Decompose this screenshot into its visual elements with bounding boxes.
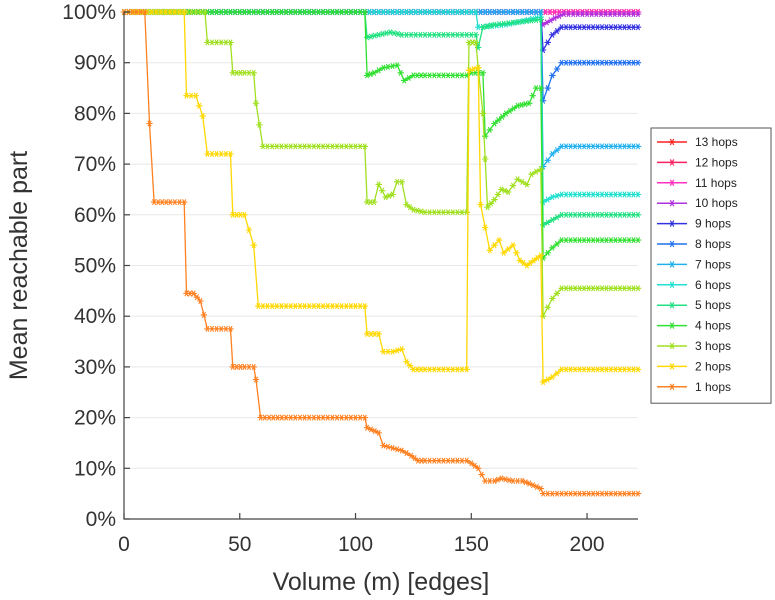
legend-label: 9 hops (695, 217, 731, 231)
legend-label: 13 hops (695, 135, 738, 149)
legend-item: 13 hops (657, 135, 738, 149)
legend-marker (668, 159, 676, 166)
legend-marker (668, 342, 676, 350)
legend-label: 1 hops (695, 380, 731, 394)
series-8-hops (120, 8, 642, 104)
series-markers (120, 8, 642, 497)
legend-item: 8 hops (657, 237, 731, 251)
x-axis-title: Volume (m) [edges] (273, 568, 490, 596)
y-tick-label: 10% (74, 457, 116, 480)
y-tick-label: 80% (74, 102, 116, 125)
legend-marker (668, 363, 676, 370)
x-tick-label: 0 (118, 533, 130, 556)
series-line (124, 11, 638, 204)
y-tick-label: 100% (62, 1, 116, 24)
x-tick-label: 100 (338, 533, 373, 556)
legend-marker (668, 261, 676, 268)
legend-label: 11 hops (695, 176, 737, 190)
legend-item: 9 hops (657, 217, 731, 231)
legend-marker (668, 240, 676, 248)
legend-marker (668, 179, 676, 187)
legend-item: 6 hops (657, 278, 731, 292)
legend-label: 3 hops (695, 339, 731, 353)
legend-item: 12 hops (657, 155, 738, 169)
series-7-hops (120, 8, 642, 170)
y-tick-label: 60% (74, 204, 116, 227)
series-line (124, 11, 638, 495)
y-tick-label: 70% (74, 153, 116, 176)
legend-label: 2 hops (695, 359, 731, 373)
x-tick-label: 200 (570, 533, 605, 556)
legend-marker (668, 281, 676, 289)
legend-marker (668, 220, 676, 227)
legend-marker (668, 322, 676, 329)
legend-label: 8 hops (695, 237, 731, 251)
legend-marker (668, 138, 676, 146)
legend-label: 6 hops (695, 278, 731, 292)
legend-item: 1 hops (657, 380, 731, 394)
legend-marker (668, 383, 676, 391)
plot-area (120, 8, 642, 497)
series-markers (120, 8, 642, 170)
legend-marker (668, 301, 676, 309)
y-tick-label: 50% (74, 255, 116, 278)
series-1-hops (120, 8, 642, 497)
axis-frame (123, 12, 638, 520)
gridlines (124, 11, 638, 520)
legend-item: 10 hops (657, 196, 738, 210)
legend-marker (668, 199, 676, 207)
legend-label: 12 hops (695, 155, 738, 169)
series-line (124, 11, 638, 260)
legend-item: 3 hops (657, 339, 731, 353)
legend-label: 7 hops (695, 257, 731, 271)
series-4-hops (120, 8, 642, 261)
legend-item: 4 hops (657, 319, 731, 333)
axes: 0% 10% 20% 30% 40% 50% 60% 70% 80% 90% 100% 0 50 100 1… (62, 1, 638, 556)
series-line (124, 11, 638, 53)
legend-item: 2 hops (657, 359, 731, 373)
legend-item: 11 hops (657, 176, 737, 190)
y-tick-label: 40% (74, 305, 116, 328)
legend-item: 7 hops (657, 257, 731, 271)
legend: 13 hops 12 hops 11 hops 10 hops 9 hops 8 hops… (650, 127, 772, 404)
series-markers (120, 8, 642, 261)
y-tick-label: 30% (74, 356, 116, 379)
y-tick-label: 0% (86, 508, 116, 531)
legend-label: 4 hops (695, 319, 731, 333)
legend-item: 5 hops (657, 298, 731, 312)
series-markers (120, 8, 642, 104)
legend-label: 10 hops (695, 196, 738, 210)
x-tick-label: 50 (228, 533, 251, 556)
y-axis-title: Mean reachable part (5, 151, 33, 380)
y-tick-label: 20% (74, 407, 116, 430)
y-tick-label: 90% (74, 52, 116, 75)
x-tick-label: 150 (454, 533, 489, 556)
legend-label: 5 hops (695, 298, 731, 312)
